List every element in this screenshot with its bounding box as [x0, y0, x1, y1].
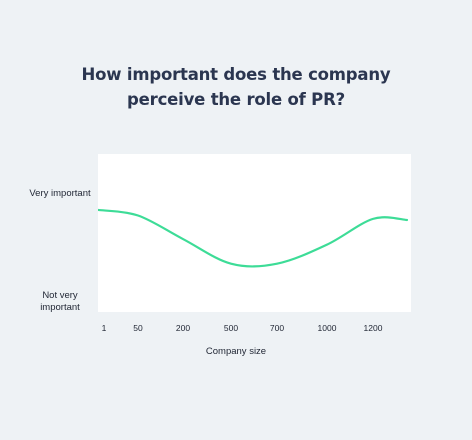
x-tick-50: 50 [133, 323, 143, 333]
chart-title: How important does the company perceive … [0, 62, 472, 112]
x-tick-1: 1 [101, 323, 107, 333]
plot-area [98, 154, 411, 312]
x-axis-label: Company size [205, 346, 267, 357]
x-tick-700: 700 [269, 323, 285, 333]
series-line [98, 208, 409, 268]
y-tick-not-very-important: Not very important [40, 290, 80, 313]
x-tick-1200: 1200 [363, 323, 383, 333]
x-tick-500: 500 [223, 323, 239, 333]
x-tick-1000: 1000 [317, 323, 337, 333]
line-series [98, 208, 409, 268]
y-tick-very-important: Very important [29, 188, 91, 199]
x-tick-200: 200 [175, 323, 191, 333]
chart-title-line-2: perceive the role of PR? [127, 90, 345, 109]
chart-title-line-1: How important does the company [81, 65, 391, 84]
